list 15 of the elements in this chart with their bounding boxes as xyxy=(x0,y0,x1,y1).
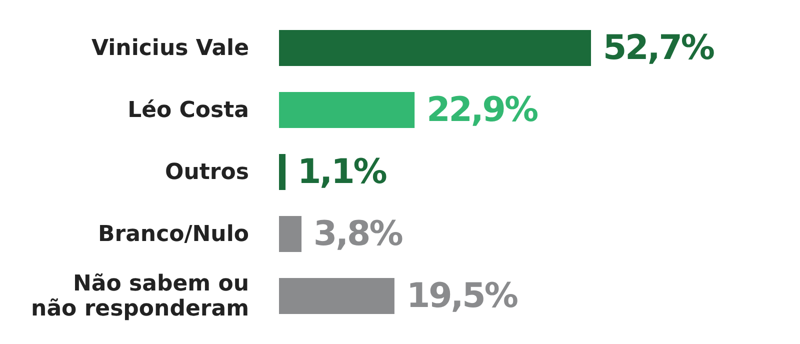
data-label: 1,1% xyxy=(298,152,386,192)
bar xyxy=(279,216,302,252)
bar xyxy=(279,30,591,66)
y-tick-label: Branco/Nulo xyxy=(98,222,249,246)
data-label: 22,9% xyxy=(426,90,538,130)
bar xyxy=(279,92,415,128)
y-tick-label: Não sabem ou não responderam xyxy=(31,270,249,322)
y-tick-label: Vinicius Vale xyxy=(91,36,249,60)
data-label: 3,8% xyxy=(313,214,402,254)
bar xyxy=(279,154,286,190)
y-tick-label: Léo Costa xyxy=(128,98,249,122)
data-label: 52,7% xyxy=(603,28,714,68)
y-tick-label: Outros xyxy=(165,160,249,184)
bar xyxy=(279,278,394,314)
data-label: 19,5% xyxy=(406,276,518,316)
